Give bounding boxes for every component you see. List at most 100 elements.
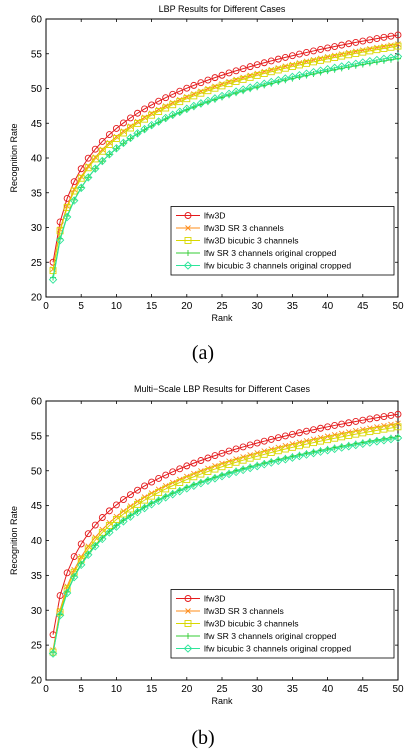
legend-label: lfw3D SR 3 channels: [204, 223, 284, 233]
data-point: [119, 510, 127, 518]
data-point: [310, 58, 317, 66]
data-point: [211, 84, 219, 92]
data-point: [260, 59, 268, 67]
legend-marker: [185, 633, 191, 639]
data-point: [351, 440, 360, 450]
data-point: [141, 115, 149, 123]
x-tick-label: 0: [43, 301, 49, 312]
data-point: [176, 465, 184, 473]
data-point: [387, 411, 395, 419]
y-tick-label: 40: [31, 536, 43, 547]
data-point: [190, 92, 198, 100]
data-point: [281, 445, 289, 453]
data-point: [267, 435, 275, 443]
data-point: [338, 52, 346, 60]
data-point: [162, 104, 170, 112]
data-point: [252, 461, 262, 471]
data-point: [317, 56, 325, 64]
series-line: [52, 45, 399, 271]
data-point: [267, 57, 275, 65]
data-point: [366, 415, 374, 423]
legend-marker: [184, 212, 192, 219]
data-point: [309, 448, 318, 458]
data-point: [119, 129, 127, 137]
data-point: [148, 110, 155, 117]
data-point: [380, 44, 388, 52]
y-tick-label: 40: [31, 154, 43, 165]
data-point: [373, 426, 381, 434]
data-point: [204, 454, 212, 462]
data-point: [394, 410, 402, 418]
data-point: [274, 434, 282, 442]
data-point: [317, 424, 325, 432]
data-point: [218, 463, 226, 471]
data-point: [168, 490, 177, 499]
data-point: [387, 43, 395, 51]
data-point: [267, 77, 276, 87]
legend-label: lfw SR 3 channels original cropped: [204, 248, 337, 258]
data-point: [112, 144, 121, 153]
data-point: [372, 55, 382, 65]
data-point: [154, 117, 163, 126]
y-tick-label: 25: [31, 641, 43, 652]
data-point: [169, 90, 177, 98]
data-point: [288, 63, 296, 71]
x-tick-label: 40: [322, 684, 334, 695]
data-point: [225, 80, 233, 88]
data-point: [98, 137, 106, 145]
data-point: [120, 128, 127, 134]
data-point: [260, 70, 268, 77]
data-point: [231, 87, 241, 96]
data-point: [352, 430, 360, 438]
data-point: [98, 534, 107, 544]
data-point: [49, 267, 57, 275]
data-point: [218, 71, 226, 79]
data-point: [127, 123, 134, 129]
legend-box: [170, 206, 395, 276]
data-point: [232, 67, 240, 75]
series-4: [48, 52, 403, 284]
data-point: [324, 44, 332, 52]
data-point: [330, 444, 339, 454]
series-0: [49, 31, 402, 266]
data-point: [260, 460, 269, 469]
x-tick-label: 5: [78, 684, 84, 695]
data-point: [148, 101, 156, 109]
x-tick-label: 0: [43, 684, 49, 695]
data-point: [63, 204, 71, 211]
data-point: [91, 542, 100, 551]
data-point: [365, 57, 375, 66]
data-point: [295, 451, 304, 461]
data-point: [134, 500, 141, 508]
data-point: [105, 131, 113, 139]
data-point: [141, 114, 148, 121]
series-line: [52, 34, 399, 263]
data-point: [211, 452, 219, 460]
data-point: [196, 478, 206, 488]
legend-label: lfw3D SR 3 channels: [204, 606, 284, 616]
data-point: [358, 439, 368, 449]
series-4: [48, 433, 403, 658]
data-point: [84, 154, 92, 162]
data-point: [105, 507, 113, 515]
x-tick-label: 20: [181, 301, 193, 312]
x-axis-label: Rank: [211, 313, 233, 323]
data-point: [395, 41, 401, 47]
data-point: [388, 421, 394, 428]
data-point: [204, 87, 212, 95]
data-point: [147, 500, 156, 509]
data-point: [133, 129, 142, 138]
data-point: [162, 485, 170, 493]
data-point: [141, 105, 149, 113]
data-point: [246, 454, 254, 462]
data-point: [56, 592, 64, 600]
y-tick-label: 20: [31, 293, 43, 304]
data-point: [379, 54, 389, 64]
legend-marker: [184, 595, 192, 602]
data-point: [62, 212, 72, 222]
data-point: [373, 35, 381, 43]
data-point: [359, 37, 367, 45]
data-point: [337, 443, 346, 452]
data-point: [70, 187, 78, 195]
data-point: [331, 54, 339, 61]
